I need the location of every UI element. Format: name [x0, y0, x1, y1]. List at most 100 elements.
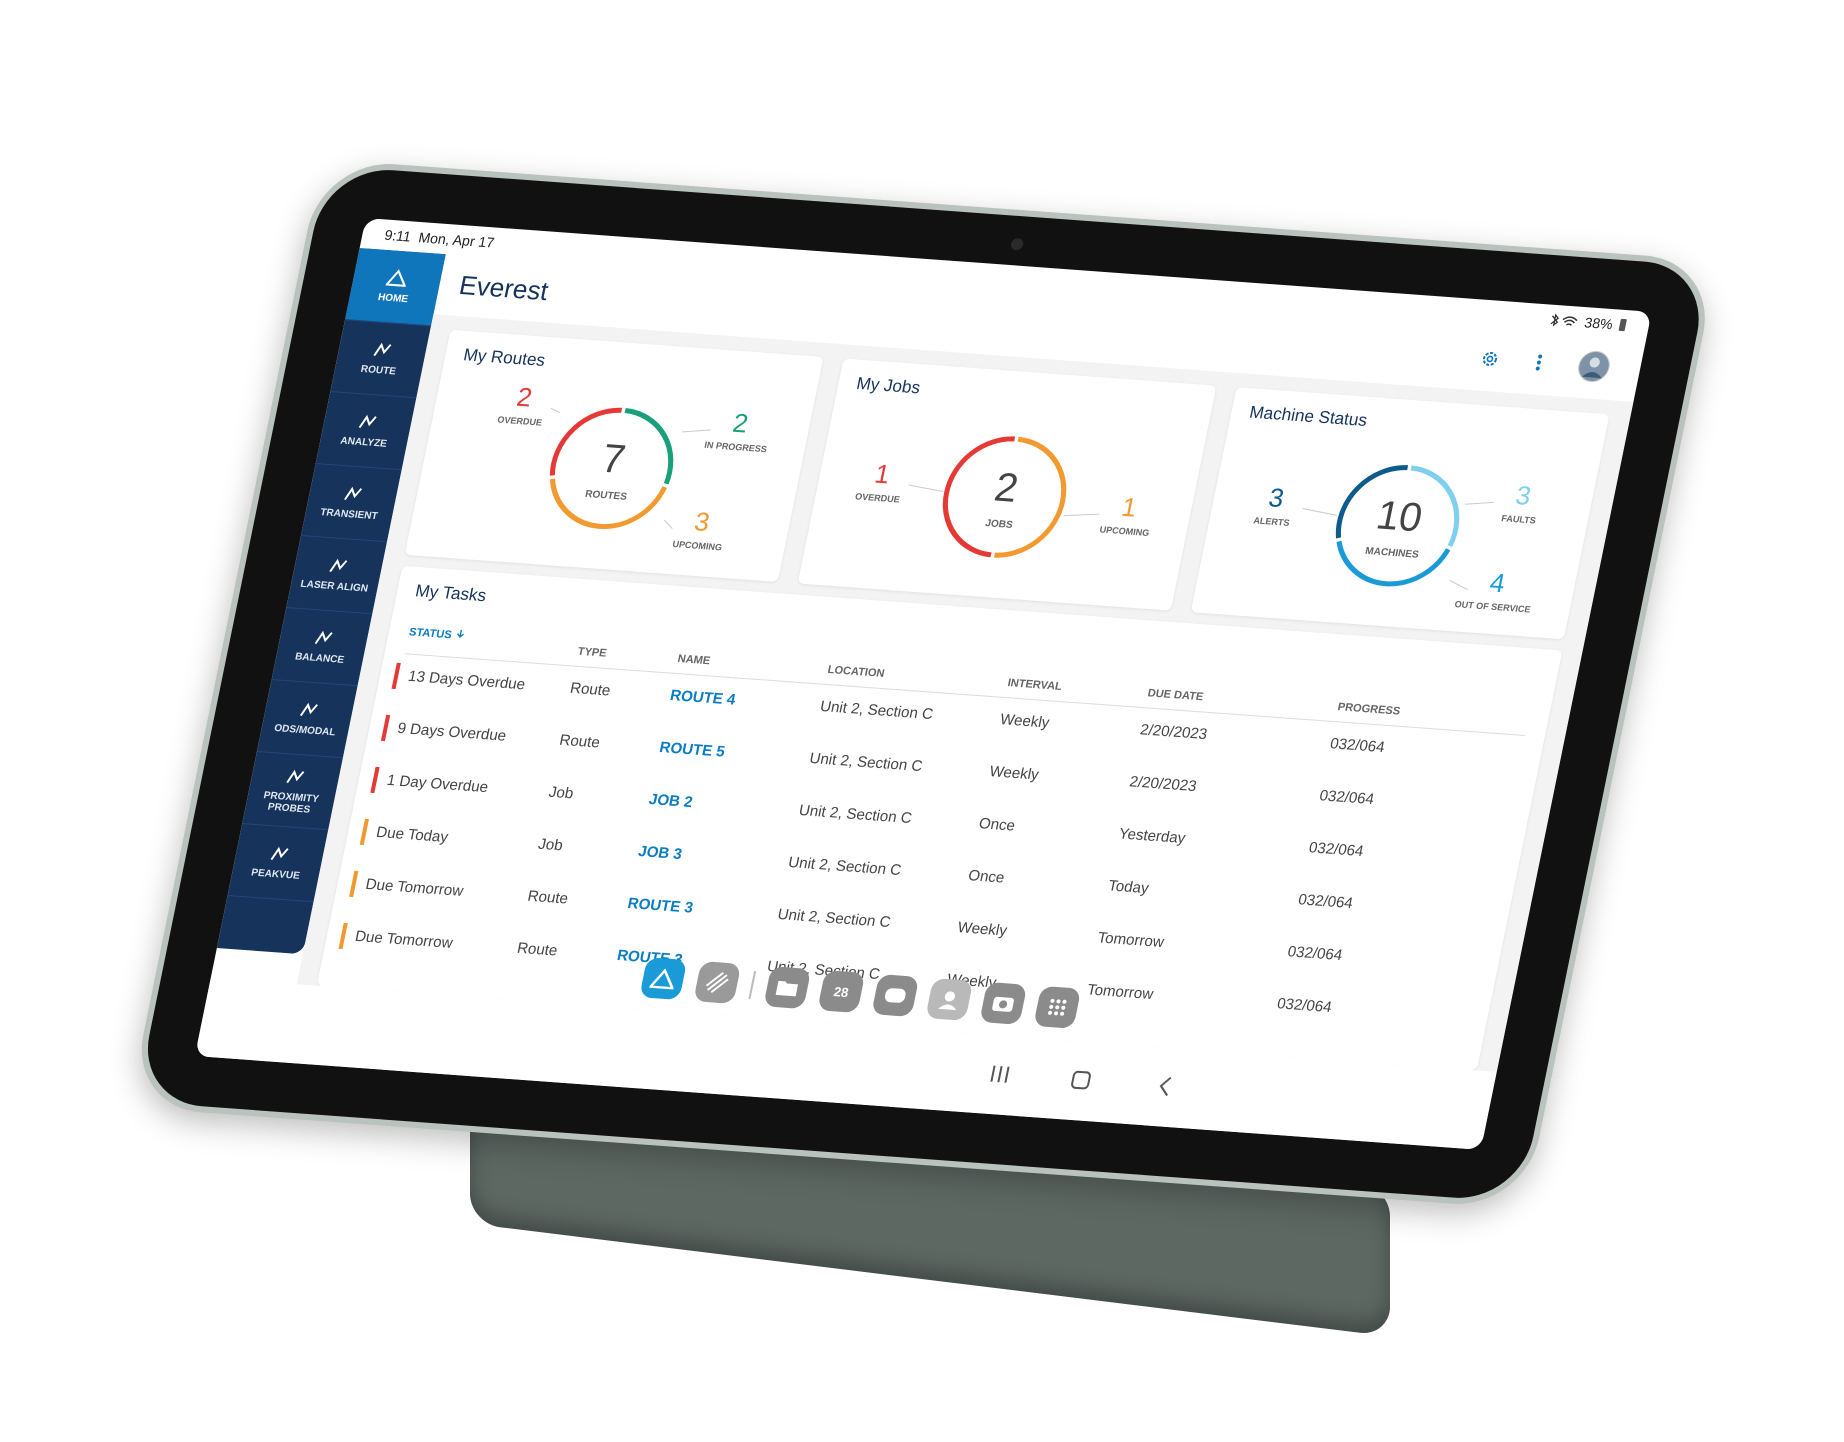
- cell-due-date: Yesterday: [1117, 825, 1187, 848]
- nav-icon: [385, 269, 407, 287]
- leader-line: [1464, 501, 1494, 505]
- back-button[interactable]: [1159, 1076, 1172, 1097]
- nav-label: ANALYZE: [339, 435, 388, 450]
- date: Mon, Apr 17: [417, 229, 496, 251]
- column-header[interactable]: DUE DATE: [1147, 687, 1205, 703]
- column-header[interactable]: STATUS: [408, 625, 467, 642]
- cell-interval: Once: [966, 867, 1007, 887]
- segment-value: 1: [1119, 492, 1140, 523]
- cell-location: Unit 2, Section C: [797, 801, 914, 828]
- settings-button[interactable]: [1478, 348, 1502, 369]
- cell-location: Unit 2, Section C: [807, 749, 924, 776]
- status-left: 9:11 Mon, Apr 17: [383, 227, 496, 251]
- donut-total-label: JOBS: [984, 518, 1014, 531]
- nav-item[interactable]: ROUTE: [330, 320, 431, 399]
- tasks-card: My Tasks STATUS TYPE NAME LOCATION INTERVAL D…: [316, 565, 1563, 1071]
- nav-icon-shape: [299, 702, 318, 717]
- segment-label: ALERTS: [1253, 515, 1291, 528]
- column-header[interactable]: INTERVAL: [1007, 677, 1063, 693]
- second-app[interactable]: [693, 961, 742, 1004]
- nav-icon-shape: [286, 769, 305, 783]
- status-bar: [380, 714, 391, 742]
- contacts-app[interactable]: [925, 977, 974, 1021]
- segment-value: 3: [1266, 482, 1287, 513]
- more-button[interactable]: [1534, 352, 1544, 372]
- donut-total: 7: [598, 435, 630, 482]
- home-button[interactable]: [1071, 1070, 1091, 1090]
- cell-name[interactable]: ROUTE 3: [626, 894, 695, 917]
- status-bar: [370, 766, 380, 794]
- screen: 9:11 Mon, Apr 17 38% HOME ROUTE ANALYZE TRA…: [194, 218, 1652, 1150]
- cell-name[interactable]: ROUTE 5: [657, 738, 727, 761]
- dock-divider: [748, 970, 757, 1000]
- messages-app[interactable]: [871, 974, 920, 1017]
- cell-status: 9 Days Overdue: [395, 719, 508, 745]
- cell-name[interactable]: JOB 3: [636, 842, 684, 864]
- connectivity-icons: [1550, 313, 1578, 327]
- app-header: Everest: [433, 254, 1645, 402]
- sidebar: HOME ROUTE ANALYZE TRANSIENT LASER ALIGN BALA…: [216, 248, 446, 955]
- cell-location: Unit 2, Section C: [818, 697, 935, 724]
- summary-card: Machine Status 10 MACHINES 3 ALERTS 3 FAULTS 4 O…: [1190, 387, 1610, 640]
- leader-line: [663, 519, 673, 529]
- cell-name[interactable]: JOB 2: [647, 790, 695, 812]
- cell-progress: 032/064: [1296, 891, 1355, 913]
- cell-name[interactable]: ROUTE 4: [668, 686, 738, 709]
- column-header[interactable]: PROGRESS: [1337, 701, 1402, 718]
- cell-interval: Once: [977, 815, 1017, 835]
- donut-segment: [549, 407, 623, 476]
- cell-status: 13 Days Overdue: [406, 667, 527, 694]
- camera: [1009, 237, 1025, 251]
- nav-item[interactable]: ANALYZE: [315, 392, 417, 471]
- donut-total: 10: [1373, 492, 1427, 541]
- segment-label: UPCOMING: [1099, 524, 1150, 537]
- time: 9:11: [383, 226, 413, 245]
- camera-app[interactable]: [979, 981, 1028, 1025]
- status-bar: [338, 922, 348, 950]
- status-bar: [391, 662, 401, 690]
- nav-item[interactable]: PEAKVUE: [227, 824, 329, 903]
- nav-icon-shape: [329, 558, 348, 573]
- cell-progress: 032/064: [1328, 735, 1387, 757]
- nav-item[interactable]: LASER ALIGN: [286, 536, 387, 615]
- cell-type: Route: [515, 939, 560, 960]
- recents-button[interactable]: [990, 1065, 1010, 1083]
- column-header-text: STATUS: [407, 626, 453, 642]
- nav-icon-shape: [373, 342, 392, 357]
- column-header-text: PROGRESS: [1336, 701, 1402, 718]
- status-bar: 9:11 Mon, Apr 17 38%: [360, 218, 1652, 342]
- donut-segment: [942, 436, 1016, 558]
- nav-label: LASER ALIGN: [299, 578, 370, 595]
- nav-item[interactable]: TRANSIENT: [300, 464, 402, 543]
- cell-due-date: Tomorrow: [1096, 929, 1166, 952]
- segment-label: IN PROGRESS: [703, 440, 767, 454]
- avatar[interactable]: [1575, 349, 1614, 383]
- nav-label: HOME: [376, 292, 410, 306]
- app-dock: 28: [639, 957, 1082, 1029]
- files-app[interactable]: [763, 966, 812, 1010]
- nav-icon: [314, 630, 333, 645]
- apps-grid[interactable]: [1033, 985, 1082, 1029]
- column-header[interactable]: LOCATION: [827, 664, 886, 680]
- everest-app[interactable]: [639, 957, 688, 1001]
- summary-card: My Jobs 2 JOBS 1 OVERDUE 1 UPCOMING: [797, 358, 1217, 611]
- nav-item[interactable]: ODS/MODAL: [256, 680, 358, 759]
- leader-line: [1449, 579, 1469, 591]
- nav-icon: [373, 342, 392, 357]
- app-title: Everest: [456, 269, 551, 307]
- column-header[interactable]: TYPE: [577, 646, 608, 660]
- cell-progress: 032/064: [1275, 995, 1334, 1017]
- column-header[interactable]: NAME: [677, 653, 712, 667]
- nav-item[interactable]: HOME: [344, 248, 446, 327]
- donut-segment: [1410, 465, 1460, 547]
- calendar-app[interactable]: 28: [817, 970, 866, 1014]
- nav-item[interactable]: BALANCE: [271, 608, 373, 687]
- header-icons: [1477, 342, 1614, 383]
- status-bar: [359, 818, 370, 846]
- nav-item[interactable]: PROXIMITY PROBES: [242, 752, 343, 831]
- cell-status: 1 Day Overdue: [385, 771, 490, 797]
- leader-line: [908, 484, 943, 493]
- column-header-text: TYPE: [576, 645, 608, 660]
- cell-interval: Weekly: [998, 711, 1051, 732]
